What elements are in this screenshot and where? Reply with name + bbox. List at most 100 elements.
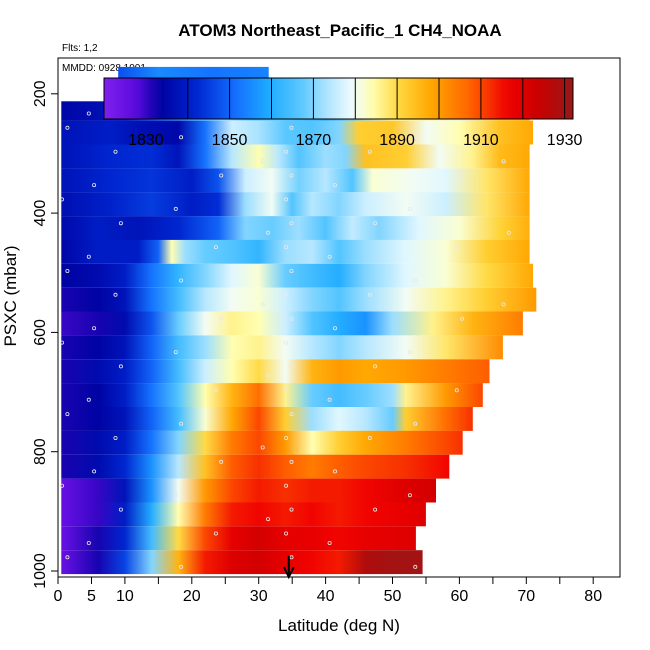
heatmap-band	[61, 526, 416, 551]
sample-marker	[260, 159, 265, 164]
plot-frame	[57, 57, 621, 578]
x-tick-label: 80	[584, 588, 602, 605]
x-axis-title: Latitude (deg N)	[278, 616, 400, 635]
colorbar-tick-label: 1850	[212, 132, 248, 149]
sample-marker	[289, 364, 294, 369]
sample-marker	[289, 316, 294, 321]
sample-marker	[118, 364, 123, 369]
sample-marker	[266, 230, 271, 235]
sample-marker	[413, 135, 418, 140]
sample-marker	[65, 125, 70, 130]
colorbar-tick-label: 1870	[296, 132, 332, 149]
y-tick-label: 800	[32, 438, 49, 465]
colorbar-tick-label: 1890	[379, 132, 415, 149]
sample-marker	[113, 149, 118, 154]
sample-marker	[113, 435, 118, 440]
sample-marker	[332, 469, 337, 474]
x-tick-label: 50	[384, 588, 402, 605]
x-tick-label: 20	[183, 588, 201, 605]
sample-marker	[413, 278, 418, 283]
y-tick-label: 1000	[32, 553, 49, 589]
sample-marker	[113, 292, 118, 297]
latitude-marker-arrow	[282, 556, 295, 580]
sample-marker	[86, 541, 91, 546]
sample-marker	[407, 350, 412, 355]
sample-marker	[213, 531, 218, 536]
heatmap-band	[61, 287, 537, 312]
heatmap-band	[61, 216, 530, 240]
sample-marker	[284, 531, 289, 536]
heatmap-band	[61, 239, 530, 264]
y-axis-title: PSXC (mbar)	[1, 245, 20, 346]
sample-marker	[327, 254, 332, 259]
x-tick-label: 70	[517, 588, 535, 605]
colorbar: 1830 1850 1870 1890 1910 1930	[103, 77, 582, 149]
sample-marker	[289, 507, 294, 512]
sample-marker	[284, 483, 289, 488]
sample-marker	[179, 421, 184, 426]
sample-marker	[284, 388, 289, 393]
sample-marker	[327, 541, 332, 546]
sample-marker	[179, 135, 184, 140]
sample-marker	[284, 435, 289, 440]
heatmap-band	[61, 383, 483, 407]
sample-marker	[367, 149, 372, 154]
sample-marker	[92, 183, 97, 188]
sample-marker	[65, 268, 70, 273]
sample-marker	[284, 340, 289, 345]
sample-marker	[266, 517, 271, 522]
sample-marker	[173, 350, 178, 355]
sample-marker	[289, 125, 294, 130]
sample-marker	[219, 316, 224, 321]
x-tick-label: 30	[250, 588, 268, 605]
sample-marker	[179, 564, 184, 569]
heatmap-band	[61, 454, 450, 479]
sample-marker	[367, 292, 372, 297]
x-axis: 0 5 10 20 30 40 50 60 70 80	[54, 577, 602, 605]
heatmap-band	[61, 263, 534, 288]
sample-marker	[367, 435, 372, 440]
flights-note: Flts: 1,2	[62, 43, 98, 54]
sample-marker	[92, 469, 97, 474]
sample-marker	[86, 111, 91, 116]
sample-marker	[60, 197, 65, 202]
sample-marker	[454, 388, 459, 393]
sample-marker	[213, 245, 218, 250]
sample-marker	[219, 459, 224, 464]
date-note: MMDD: 0928,1001	[62, 63, 146, 74]
sample-marker	[173, 206, 178, 211]
y-tick-label: 400	[32, 200, 49, 227]
y-axis: 200 400 600 800 1000	[32, 80, 58, 589]
heatmap-band	[61, 478, 437, 503]
heatmap-band	[61, 407, 473, 431]
sample-marker	[501, 302, 506, 307]
chart-title: ATOM3 Northeast_Pacific_1 CH4_NOAA	[178, 21, 501, 40]
sample-marker	[284, 149, 289, 154]
sample-marker	[407, 493, 412, 498]
sample-marker	[118, 507, 123, 512]
colorbar-fill	[104, 78, 573, 119]
heatmap-band	[61, 430, 463, 455]
sample-marker	[373, 221, 378, 226]
sample-marker	[327, 397, 332, 402]
x-tick-label: 60	[451, 588, 469, 605]
sample-marker	[289, 221, 294, 226]
sample-marker	[460, 316, 465, 321]
sample-marker	[260, 445, 265, 450]
sample-marker	[289, 412, 294, 417]
sample-marker	[179, 278, 184, 283]
sample-marker	[460, 173, 465, 178]
sample-marker	[284, 245, 289, 250]
heatmap-band	[61, 311, 523, 336]
sample-marker	[284, 292, 289, 297]
sample-marker	[86, 254, 91, 259]
heatmap-band	[61, 359, 490, 384]
colorbar-tick-label: 1830	[128, 132, 164, 149]
sample-marker	[284, 197, 289, 202]
sample-marker	[289, 459, 294, 464]
sample-marker	[454, 245, 459, 250]
sample-marker	[213, 388, 218, 393]
heatmap-band	[61, 192, 530, 217]
sample-marker	[413, 564, 418, 569]
sample-marker	[260, 302, 265, 307]
